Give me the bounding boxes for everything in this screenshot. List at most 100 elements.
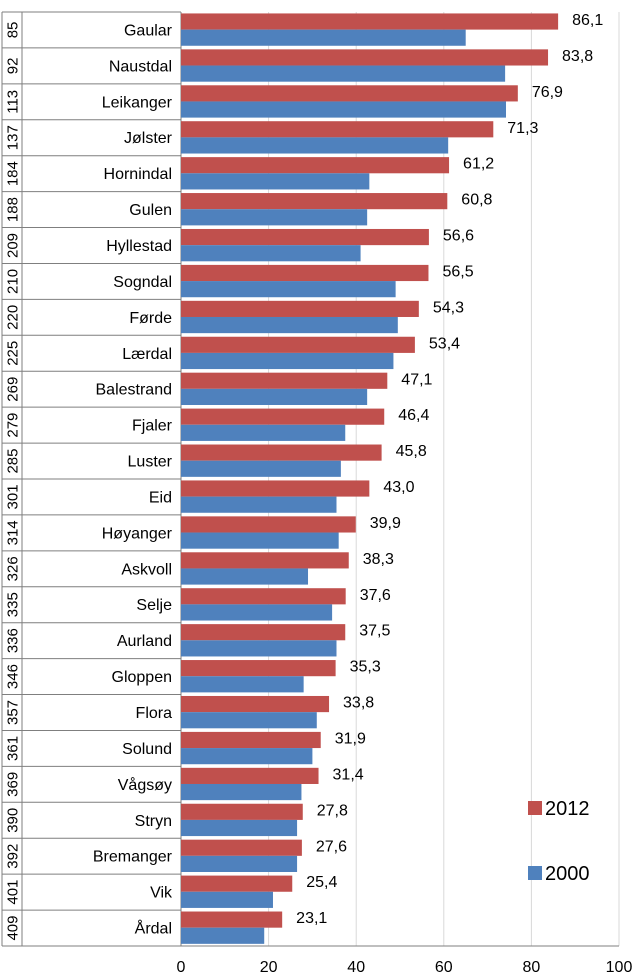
- rank-label: 336: [5, 628, 22, 653]
- data-label: 35,3: [350, 659, 381, 676]
- bar-2000: [181, 604, 333, 621]
- bar-2012: [181, 49, 549, 66]
- data-label: 53,4: [429, 335, 460, 352]
- category-label: Gulen: [129, 202, 172, 219]
- bar-2012: [181, 624, 346, 641]
- category-label: Vågsøy: [118, 776, 172, 794]
- rank-label: 184: [5, 161, 22, 186]
- bar-2000: [181, 783, 302, 801]
- data-label: 37,6: [360, 587, 391, 604]
- bar-2012: [181, 552, 349, 569]
- data-label: 23,1: [296, 910, 327, 927]
- bar-2000: [181, 137, 449, 154]
- bar-2012: [181, 408, 385, 425]
- category-label: Balestrand: [96, 382, 173, 399]
- category-label: Hornindal: [104, 166, 172, 183]
- category-label: Vik: [150, 885, 173, 902]
- bar-2000: [181, 927, 265, 944]
- bar-2000: [181, 209, 368, 226]
- rank-label: 301: [5, 484, 22, 509]
- category-label: Bremanger: [93, 849, 173, 866]
- bar-2000: [181, 748, 313, 765]
- bar-2000: [181, 173, 370, 190]
- data-label: 47,1: [401, 371, 432, 388]
- x-tick-label: 100: [606, 959, 633, 976]
- legend-swatch: [528, 866, 542, 880]
- data-label: 56,5: [442, 263, 473, 280]
- x-tick-label: 40: [347, 959, 365, 976]
- bar-2012: [181, 588, 346, 605]
- bar-2012: [181, 911, 283, 928]
- category-label: Naustdal: [109, 58, 172, 75]
- bar-2012: [181, 480, 370, 497]
- bar-2012: [181, 767, 319, 784]
- category-label: Gloppen: [112, 669, 173, 686]
- data-label: 46,4: [398, 407, 429, 424]
- bar-2012: [181, 695, 330, 713]
- rank-label: 188: [5, 197, 22, 222]
- rank-label: 409: [5, 916, 22, 941]
- rank-label: 220: [5, 305, 22, 330]
- rank-label: 314: [5, 520, 22, 545]
- category-label: Høyanger: [102, 525, 173, 542]
- bar-2000: [181, 352, 394, 370]
- bar-2000: [181, 281, 396, 298]
- rank-label: 269: [5, 377, 22, 402]
- rank-label: 326: [5, 556, 22, 581]
- legend[interactable]: 2012 2000: [528, 798, 590, 885]
- bar-2012: [181, 444, 382, 461]
- bar-2012: [181, 85, 518, 102]
- bar-2012: [181, 264, 429, 282]
- category-label: Sogndal: [113, 274, 172, 291]
- bar-2012: [181, 660, 336, 677]
- rank-label: 357: [5, 700, 22, 725]
- legend-swatch: [528, 801, 542, 815]
- bar-2000: [181, 532, 339, 549]
- bar-2000: [181, 855, 298, 872]
- rank-label: 113: [5, 90, 22, 114]
- rank-label: 137: [5, 125, 22, 150]
- rank-label: 335: [5, 592, 22, 617]
- bar-2012: [181, 336, 415, 353]
- bar-2000: [181, 245, 361, 262]
- x-axis-ticks: 0 20 40 60 80 100: [177, 959, 633, 976]
- bar-2012: [181, 228, 429, 246]
- category-label: Askvoll: [121, 561, 172, 578]
- category-label: Luster: [128, 454, 173, 471]
- bar-2000: [181, 676, 304, 693]
- data-label: 54,3: [433, 299, 464, 316]
- rank-label: 369: [5, 772, 22, 797]
- bar-2000: [181, 101, 506, 118]
- x-tick-label: 0: [177, 959, 186, 976]
- rank-label: 85: [5, 22, 22, 39]
- category-label: Førde: [129, 310, 172, 327]
- data-label: 31,4: [333, 766, 364, 783]
- bar-2000: [181, 29, 466, 46]
- bar-2000: [181, 65, 506, 82]
- data-label: 27,8: [317, 802, 348, 819]
- bar-2000: [181, 424, 346, 441]
- category-label: Stryn: [135, 813, 172, 830]
- rank-label: 285: [5, 449, 22, 474]
- data-label: 45,8: [396, 443, 427, 460]
- legend-entry[interactable]: 2000: [545, 863, 590, 885]
- category-label: Leikanger: [102, 94, 173, 111]
- category-label: Eid: [149, 489, 172, 506]
- data-label: 83,8: [562, 48, 593, 65]
- data-label: 43,0: [383, 479, 414, 496]
- bar-2000: [181, 316, 398, 334]
- bar-2012: [181, 193, 448, 210]
- category-label: Gaular: [124, 22, 173, 39]
- bar-2012: [181, 121, 494, 138]
- bar-2000: [181, 568, 309, 585]
- rank-label: 390: [5, 808, 22, 833]
- rank-label: 279: [5, 413, 22, 438]
- bar-2012: [181, 875, 293, 892]
- bar-2012: [181, 300, 419, 317]
- category-label: Hyllestad: [106, 238, 172, 255]
- rank-label: 209: [5, 233, 22, 258]
- data-label: 37,5: [359, 623, 390, 640]
- legend-entry[interactable]: 2012: [545, 798, 590, 820]
- rank-label: 392: [5, 844, 22, 869]
- data-label: 71,3: [507, 120, 538, 137]
